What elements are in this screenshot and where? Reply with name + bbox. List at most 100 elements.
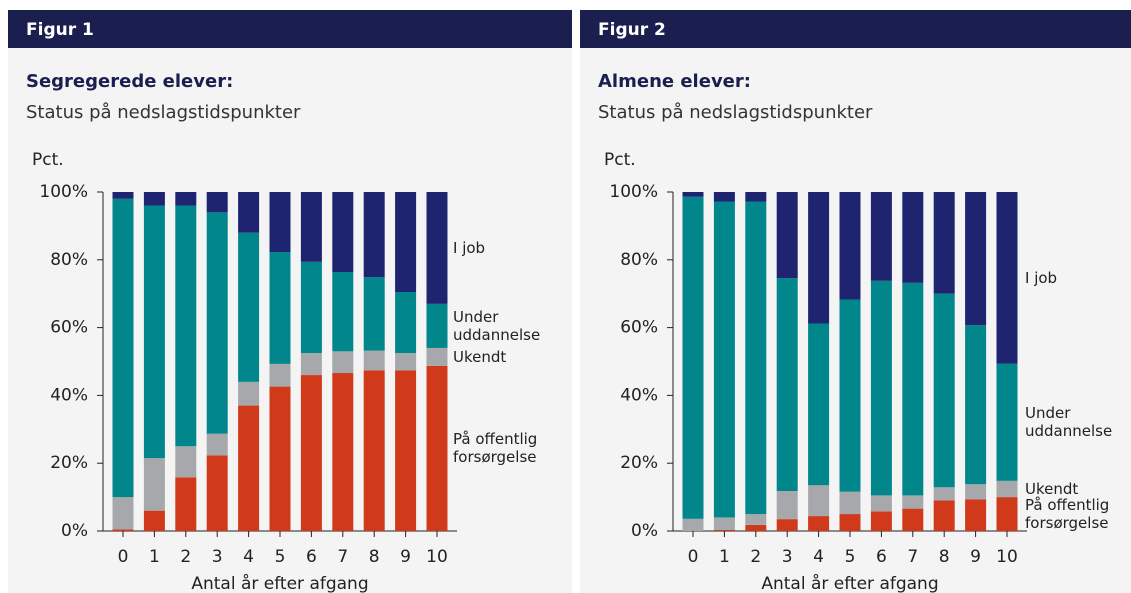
legend-item: Ukendt	[1025, 479, 1079, 498]
legend-item: Under uddannelse	[453, 307, 541, 344]
bar-segment	[206, 433, 228, 456]
bar-segment	[902, 192, 924, 283]
bar-segment	[776, 278, 798, 491]
panel-header	[580, 10, 1131, 48]
bar-segment	[996, 480, 1018, 498]
x-tick-label: 4	[243, 547, 254, 567]
bar-segment	[175, 205, 197, 447]
x-tick-label: 6	[306, 547, 317, 567]
bar-segment	[933, 487, 955, 501]
y-tick-label: 20%	[620, 453, 658, 473]
bar-segment	[363, 350, 385, 371]
chart-title: Segregerede elever:	[26, 71, 233, 92]
bar-segment	[269, 386, 291, 531]
bar-segment	[902, 495, 924, 509]
x-axis-label: Antal år efter afgang	[191, 573, 368, 593]
x-tick-label: 4	[813, 547, 824, 567]
bar-segment	[839, 192, 861, 300]
figure-label: Figur 2	[598, 20, 666, 40]
bar-segment	[902, 508, 924, 531]
bar-segment	[300, 375, 322, 531]
x-axis-label: Antal år efter afgang	[761, 573, 938, 593]
bar-segment	[682, 192, 704, 197]
bar-segment	[682, 196, 704, 519]
x-tick-label: 7	[337, 547, 348, 567]
legend-label: Under uddannelse	[453, 307, 541, 344]
x-tick-label: 10	[426, 547, 448, 567]
x-tick-label: 3	[212, 547, 223, 567]
legend-item: I job	[453, 238, 486, 257]
bar-segment	[175, 192, 197, 206]
bar-segment	[300, 261, 322, 354]
x-tick-label: 9	[970, 547, 981, 567]
x-tick-label: 3	[782, 547, 793, 567]
bar-segment	[269, 252, 291, 364]
bar-segment	[300, 192, 322, 262]
bar-segment	[143, 192, 165, 206]
x-tick-label: 7	[907, 547, 918, 567]
x-tick-label: 8	[369, 547, 380, 567]
x-tick-label: 0	[688, 547, 699, 567]
bar-segment	[206, 192, 228, 213]
chart-title: Almene elever:	[598, 71, 751, 92]
bar-segment	[996, 363, 1018, 481]
x-tick-label: 1	[149, 547, 160, 567]
bar-segment	[745, 201, 767, 515]
bar-segment	[808, 323, 830, 486]
bar-segment	[143, 205, 165, 459]
legend-item: På offentlig forsørgelse	[1025, 496, 1110, 533]
x-tick-label: 5	[275, 547, 286, 567]
bar-segment	[238, 381, 260, 406]
bar-segment	[300, 353, 322, 376]
bar-segment	[332, 272, 354, 352]
bar-segment	[395, 370, 417, 531]
x-tick-label: 9	[400, 547, 411, 567]
bar-segment	[175, 446, 197, 478]
bar-segment	[269, 363, 291, 387]
bar-segment	[269, 192, 291, 253]
x-tick-label: 10	[996, 547, 1018, 567]
bar-segment	[713, 517, 735, 530]
legend-label: Under uddannelse	[1025, 404, 1113, 441]
bar-segment	[713, 192, 735, 202]
y-tick-label: 100%	[609, 182, 658, 202]
bar-segment	[933, 293, 955, 488]
bar-segment	[745, 514, 767, 525]
x-tick-label: 5	[845, 547, 856, 567]
bar-segment	[395, 192, 417, 293]
legend-label: På offentlig forsørgelse	[1025, 496, 1110, 533]
bar-segment	[238, 405, 260, 531]
bar-segment	[870, 511, 892, 531]
bar-segment	[426, 303, 448, 348]
bar-segment	[808, 192, 830, 324]
bar-segment	[238, 232, 260, 382]
legend-item: Under uddannelse	[1025, 404, 1113, 441]
legend-label: I job	[453, 238, 486, 257]
bar-segment	[363, 370, 385, 531]
bar-segment	[776, 192, 798, 279]
bar-segment	[776, 519, 798, 531]
y-tick-label: 0%	[61, 521, 88, 541]
bar-segment	[363, 192, 385, 278]
y-tick-label: 100%	[39, 182, 88, 202]
bar-segment	[902, 282, 924, 496]
y-tick-label: 80%	[50, 250, 88, 270]
bar-segment	[870, 495, 892, 512]
bar-segment	[745, 524, 767, 531]
chart-subtitle: Status på nedslagstidspunkter	[598, 102, 873, 123]
y-tick-label: 0%	[631, 521, 658, 541]
bar-segment	[713, 201, 735, 518]
bar-segment	[965, 499, 987, 531]
bar-segment	[395, 292, 417, 354]
bar-segment	[682, 518, 704, 531]
bar-segment	[112, 198, 134, 498]
x-tick-label: 6	[876, 547, 887, 567]
bar-segment	[996, 497, 1018, 531]
y-axis-label: Pct.	[604, 150, 636, 170]
legend-label: I job	[1025, 268, 1058, 287]
y-tick-label: 40%	[50, 385, 88, 405]
legend-label: Ukendt	[1025, 479, 1079, 498]
figure-label: Figur 1	[26, 20, 94, 40]
bar-segment	[426, 192, 448, 304]
